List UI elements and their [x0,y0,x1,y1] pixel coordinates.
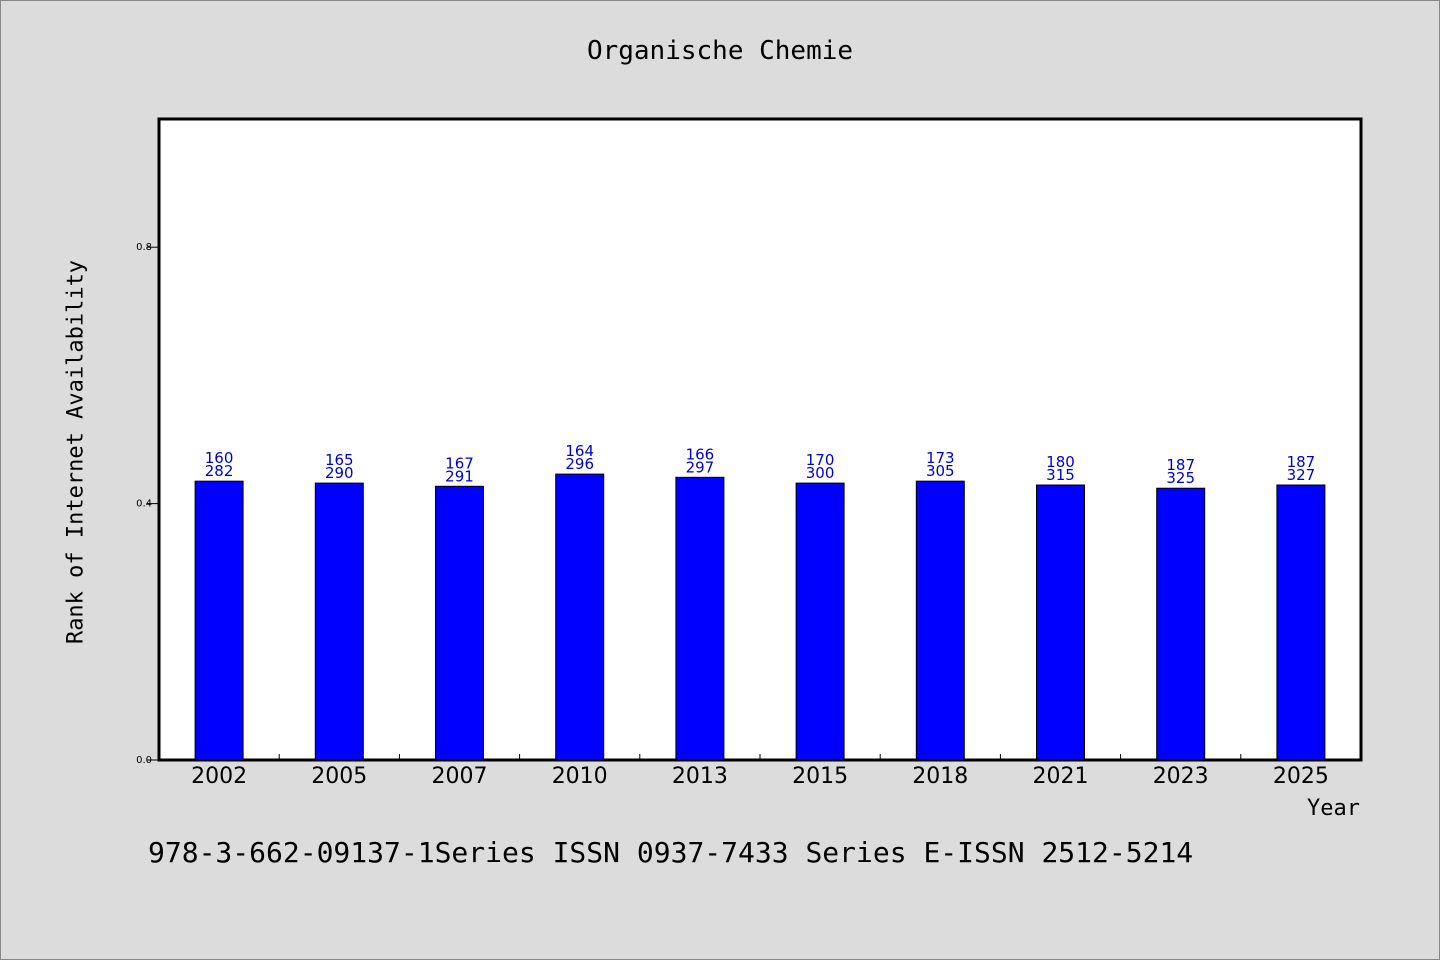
chart-title: Organische Chemie [586,36,854,66]
bar-label-top: 180 [1046,453,1075,471]
x-tick-label: 2015 [792,764,848,789]
bar-label-top: 165 [325,451,354,469]
bar [435,485,484,761]
bar-label-top: 166 [686,445,715,463]
bar [1036,484,1085,761]
x-axis-label: Year [1307,796,1360,821]
x-tick-label: 2013 [672,764,728,789]
x-tick-label: 2010 [552,764,608,789]
bar [194,480,244,761]
bar-label-top: 160 [205,449,234,467]
bar-label-top: 187 [1166,456,1195,474]
bar [795,482,845,761]
x-tick-label: 2002 [191,764,247,789]
x-tick-label: 2018 [912,764,968,789]
bar [1276,484,1326,761]
bar-label-bottom: 290 [325,464,354,482]
bar-label-bottom: 291 [445,467,474,485]
bar [555,473,605,761]
bar-label-top: 187 [1287,453,1316,471]
bar-label-top: 164 [565,442,594,460]
bar-label-bottom: 282 [205,462,234,480]
x-tick-label: 2021 [1033,764,1089,789]
bar [915,480,965,761]
y-tick-label: 0.4 [136,499,152,510]
footer-isbn-issn: 978-3-662-09137-1Series ISSN 0937-7433 S… [148,836,1194,869]
bar-label-top: 170 [806,451,835,469]
bar [1156,487,1206,761]
bar-label-bottom: 315 [1046,466,1075,484]
x-tick-label: 2007 [432,764,488,789]
bar-label-bottom: 300 [806,464,835,482]
bar [314,482,364,761]
bar-label-bottom: 305 [926,462,955,480]
x-tick-label: 2025 [1273,764,1329,789]
x-tick-label: 2005 [311,764,367,789]
bar-label-bottom: 327 [1287,466,1316,484]
bar-label-bottom: 297 [686,458,715,476]
bar-label-top: 173 [926,449,955,467]
bar-label-bottom: 296 [565,455,594,473]
bar-label-bottom: 325 [1166,469,1195,487]
y-tick-label: 0.8 [136,242,152,253]
bar [675,476,725,761]
x-tick-label: 2023 [1153,764,1209,789]
bar-label-top: 167 [445,454,474,472]
y-tick-label: 0.0 [136,755,152,766]
